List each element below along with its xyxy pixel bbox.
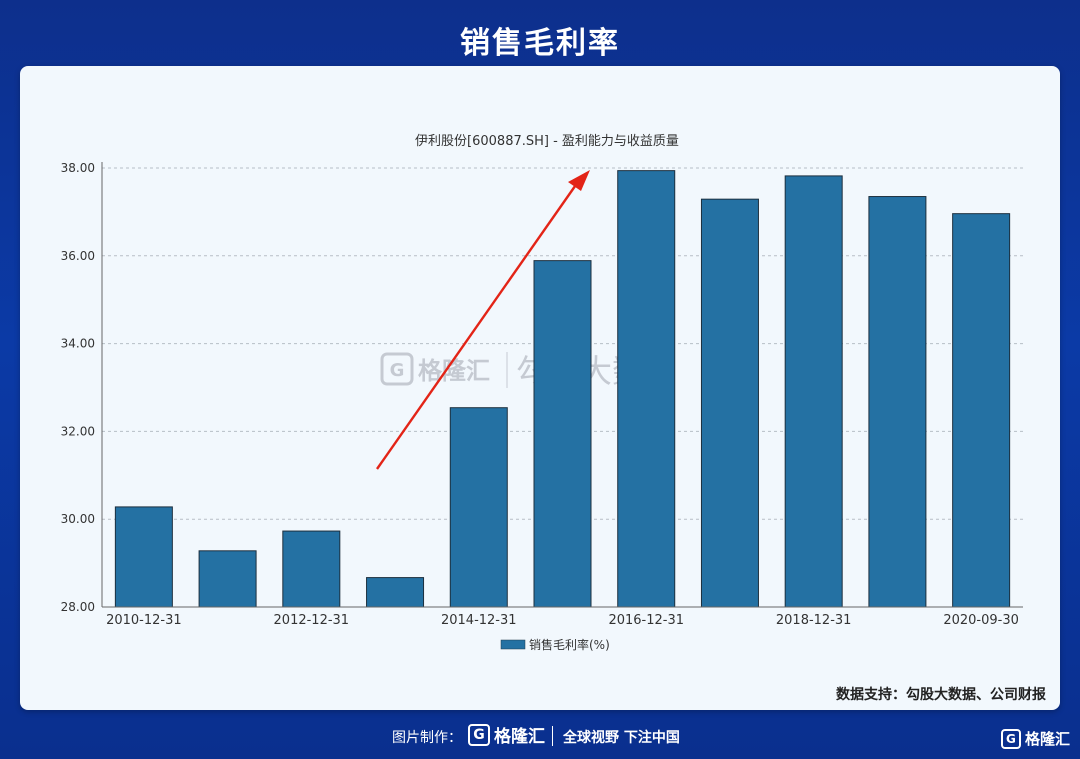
bar-2010-12-31 <box>114 506 173 608</box>
trend-arrow-line <box>376 178 581 470</box>
x-tick-label: 2014-12-31 <box>441 613 517 628</box>
y-tick-label: 30.00 <box>61 512 95 526</box>
source-note: 数据支持：勾股大数据、公司财报 <box>836 687 1046 703</box>
x-tick-label: 2020-09-30 <box>943 613 1019 628</box>
chart-legend: 销售毛利率(%) <box>500 637 610 652</box>
watermark-logo-icon <box>380 352 414 386</box>
legend-label: 销售毛利率(%) <box>529 637 610 652</box>
x-tick-label: 2012-12-31 <box>274 613 350 628</box>
footer-divider <box>552 726 553 746</box>
logo-icon: G <box>468 723 490 746</box>
y-tick-label: 32.00 <box>61 424 95 438</box>
watermark-brand: 格隆汇 <box>418 357 490 385</box>
corner-logo: G 格隆汇 <box>1000 728 1070 749</box>
trend-arrow-head-icon <box>568 170 590 191</box>
x-tick-label: 2010-12-31 <box>106 613 182 628</box>
page-title: 销售毛利率 <box>460 26 620 61</box>
bar-2012-12-31 <box>282 530 341 608</box>
bar-2018-12-31 <box>784 175 843 608</box>
bar-2020-09-30 <box>952 213 1011 608</box>
y-tick-label: 38.00 <box>61 161 95 175</box>
x-tick-label: 2018-12-31 <box>776 613 852 628</box>
bar-2014-12-31 <box>449 407 508 608</box>
footer: 图片制作： G 格隆汇 全球视野 下注中国 <box>0 718 1080 754</box>
bar-2011-12-31 <box>198 550 257 608</box>
bar-2015-12-31 <box>533 260 592 608</box>
footer-made-by: 图片制作： <box>392 730 462 746</box>
bar-chart: 伊利股份[600887.SH] - 盈利能力与收益质量 G 格隆汇 勾股大数据 … <box>61 134 1023 652</box>
bar-2016-12-31 <box>617 170 676 608</box>
footer-logo-text: 格隆汇 <box>494 727 545 747</box>
y-tick-label: 36.00 <box>61 249 95 263</box>
y-tick-label: 34.00 <box>61 337 95 351</box>
footer-logo: G 格隆汇 <box>468 722 545 747</box>
bar-2019-12-31 <box>868 196 927 608</box>
corner-logo-text: 格隆汇 <box>1024 730 1070 748</box>
bar-2017-12-31 <box>700 198 759 608</box>
legend-swatch <box>500 639 526 650</box>
footer-slogan: 全球视野 下注中国 <box>563 730 680 746</box>
x-tick-label: 2016-12-31 <box>608 613 684 628</box>
chart-title: 伊利股份[600887.SH] - 盈利能力与收益质量 <box>415 134 679 149</box>
bar-2013-12-31 <box>366 577 425 608</box>
y-tick-label: 28.00 <box>61 600 95 614</box>
chart-card: 伊利股份[600887.SH] - 盈利能力与收益质量 G 格隆汇 勾股大数据 … <box>20 66 1060 710</box>
corner-logo-icon: G <box>1000 728 1021 749</box>
watermark-logo-letter: G <box>390 360 405 381</box>
